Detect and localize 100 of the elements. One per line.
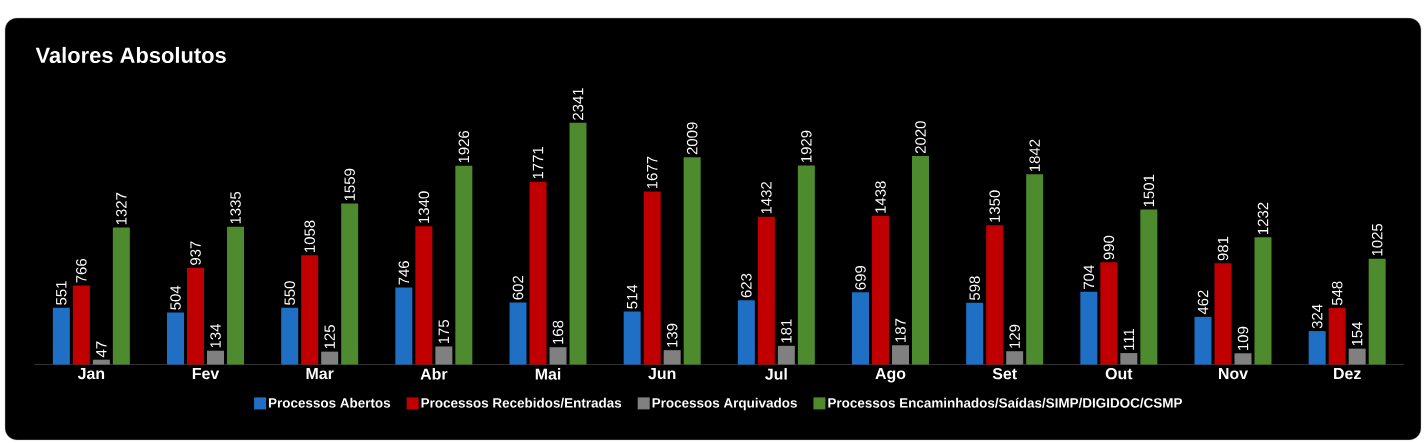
bar — [395, 287, 413, 365]
bar — [1308, 331, 1326, 365]
x-tick-label: Abr — [420, 368, 448, 380]
bar — [281, 307, 299, 365]
data-label: 514 — [626, 284, 638, 309]
bar — [301, 255, 319, 365]
bar — [872, 216, 890, 365]
data-label: 187 — [895, 318, 906, 342]
legend-label: Processos Arquivados — [652, 397, 797, 411]
bar — [415, 226, 433, 365]
data-label: 168 — [552, 320, 564, 344]
data-label: 1842 — [1029, 139, 1040, 172]
data-label: 937 — [190, 241, 201, 265]
bar — [72, 285, 90, 365]
x-tick-label: Set — [992, 368, 1017, 380]
bar — [569, 122, 587, 365]
data-label: 2341 — [572, 88, 584, 120]
bar — [797, 165, 815, 365]
data-label: 1340 — [418, 191, 430, 223]
bar — [986, 225, 1004, 365]
bar — [966, 302, 984, 365]
data-label: 47 — [96, 341, 107, 358]
data-label: 1929 — [801, 130, 812, 163]
chart-title: Valores Absolutos — [35, 46, 226, 64]
bar — [1328, 307, 1346, 365]
data-label: 125 — [324, 325, 335, 349]
x-tick-label: Out — [1105, 368, 1133, 380]
bar — [529, 181, 547, 365]
x-tick-label: Jun — [648, 368, 676, 380]
data-label: 746 — [398, 261, 410, 285]
bar — [187, 267, 205, 365]
data-label: 175 — [438, 319, 450, 344]
data-label: 1771 — [532, 147, 544, 179]
bar — [737, 300, 755, 365]
data-label: 1232 — [1257, 202, 1269, 235]
bar — [112, 227, 130, 365]
x-tick-label: Jul — [765, 368, 787, 380]
bar — [643, 191, 661, 365]
data-label: 111 — [1123, 328, 1134, 350]
bar — [1254, 237, 1272, 365]
data-label: 623 — [741, 273, 752, 298]
data-label: 2020 — [915, 121, 926, 154]
data-label: 129 — [1009, 324, 1020, 348]
legend-label: Processos Encaminhados/Saídas/SIMP/DIGIDOC/CSMP — [828, 397, 1182, 408]
bar — [623, 311, 641, 365]
data-label: 1677 — [646, 156, 658, 189]
x-tick-label: Mar — [306, 368, 334, 380]
bar — [912, 156, 930, 365]
data-label: 1501 — [1143, 174, 1155, 207]
bar — [509, 302, 527, 365]
data-label: 1327 — [116, 192, 127, 225]
bar — [757, 216, 775, 365]
data-label: 704 — [1083, 265, 1095, 289]
data-label: 109 — [1237, 326, 1249, 350]
bar — [683, 157, 701, 365]
data-label: 1438 — [875, 181, 886, 213]
legend-label: Processos Recebidos/Entradas — [421, 397, 622, 408]
x-tick-label: Jan — [77, 368, 105, 380]
bar — [1080, 291, 1098, 365]
data-label: 981 — [1217, 236, 1229, 261]
data-label: 2009 — [686, 122, 698, 155]
data-label: 1058 — [304, 220, 315, 252]
bar — [852, 292, 870, 365]
bar — [455, 165, 473, 365]
data-label: 504 — [170, 285, 181, 310]
data-label: 134 — [210, 324, 221, 348]
data-label: 990 — [1103, 235, 1115, 260]
x-tick-label: Nov — [1219, 368, 1248, 380]
data-label: 602 — [512, 276, 524, 300]
bar — [52, 307, 70, 365]
data-label: 551 — [56, 281, 67, 305]
bar — [341, 203, 359, 365]
data-label: 1432 — [761, 182, 772, 214]
x-tick-label: Ago — [875, 368, 906, 383]
bar — [1140, 209, 1158, 365]
data-label: 699 — [855, 265, 866, 290]
bar — [1214, 263, 1232, 365]
data-label: 1350 — [989, 190, 1000, 222]
bar — [1194, 316, 1212, 365]
data-label: 766 — [76, 258, 87, 283]
legend-label: Processos Abertos — [268, 397, 391, 408]
bar — [1368, 258, 1386, 365]
bar — [227, 226, 245, 365]
data-label: 324 — [1311, 304, 1323, 329]
data-label: 154 — [1351, 321, 1363, 346]
data-label: 462 — [1197, 290, 1209, 315]
data-label: 1926 — [458, 130, 470, 163]
x-tick-label: Mai — [535, 368, 561, 380]
data-label: 1335 — [230, 191, 241, 224]
data-label: 139 — [666, 323, 678, 347]
bar — [1100, 262, 1118, 365]
data-label: 550 — [284, 281, 295, 305]
x-tick-label: Dez — [1334, 368, 1361, 380]
data-label: 1559 — [344, 168, 355, 201]
data-label: 598 — [969, 276, 980, 300]
bar — [1026, 174, 1044, 365]
data-label: 181 — [781, 319, 792, 343]
data-label: 1025 — [1371, 223, 1383, 256]
bar — [167, 312, 185, 365]
data-label: 548 — [1331, 281, 1343, 306]
